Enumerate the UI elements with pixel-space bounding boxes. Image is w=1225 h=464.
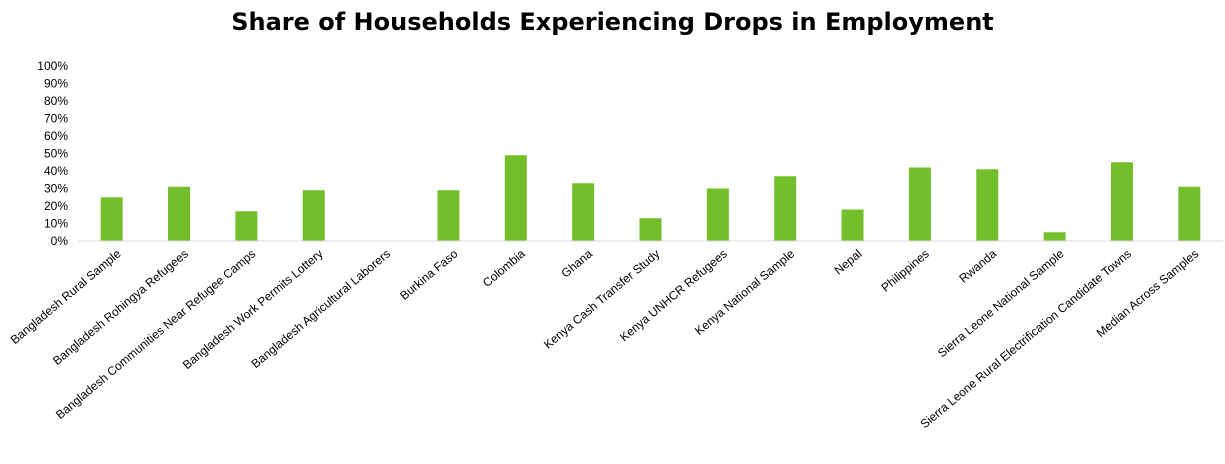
bar xyxy=(437,190,460,241)
bars xyxy=(100,155,1201,241)
y-tick-label: 40% xyxy=(44,164,68,178)
bar xyxy=(235,211,258,241)
x-tick-label: Bangladesh Rural Sample xyxy=(8,246,124,347)
x-tick-label: Burkina Faso xyxy=(397,246,460,302)
chart-title: Share of Households Experiencing Drops i… xyxy=(231,8,994,36)
bar xyxy=(168,186,191,241)
y-tick-label: 20% xyxy=(44,199,68,213)
x-tick-label: Kenya UNHCR Refugees xyxy=(617,247,730,345)
x-tick-label: Bangladesh Agricultural Laborers xyxy=(249,247,393,371)
y-tick-label: 0% xyxy=(51,234,69,248)
x-tick-label: Bangladesh Rohingya Refugees xyxy=(50,247,191,368)
bar xyxy=(1110,162,1133,241)
y-tick-label: 30% xyxy=(44,182,68,196)
bar xyxy=(100,197,123,241)
x-tick-label: Ghana xyxy=(558,246,595,280)
bar xyxy=(504,155,527,241)
x-tick-label: Colombia xyxy=(480,246,528,290)
bar xyxy=(841,209,864,241)
bar xyxy=(908,167,931,241)
x-tick-label: Philippines xyxy=(878,247,931,295)
y-tick-label: 10% xyxy=(44,217,68,231)
y-tick-label: 90% xyxy=(44,77,68,91)
y-tick-label: 70% xyxy=(44,112,68,126)
y-tick-label: 100% xyxy=(37,59,68,73)
y-tick-label: 60% xyxy=(44,129,68,143)
x-tick-label: Sierra Leone National Sample xyxy=(935,246,1067,360)
y-tick-label: 80% xyxy=(44,94,68,108)
x-tick-label: Bangladesh Work Permits Lottery xyxy=(180,247,326,372)
bar xyxy=(302,190,325,241)
x-tick-label: Nepal xyxy=(831,247,864,278)
bar xyxy=(1178,186,1201,241)
bar xyxy=(976,169,999,241)
bar xyxy=(706,188,729,241)
x-tick-label: Kenya Cash Transfer Study xyxy=(541,247,662,352)
bar xyxy=(572,183,595,241)
y-tick-label: 50% xyxy=(44,147,68,161)
x-tick-label: Rwanda xyxy=(956,246,999,285)
y-axis: 0% 10% 20% 30% 40% 50% 60% 70% 80% 90% 100% xyxy=(37,59,68,248)
bar xyxy=(774,176,797,241)
bar xyxy=(1043,232,1066,241)
bar xyxy=(639,218,662,241)
